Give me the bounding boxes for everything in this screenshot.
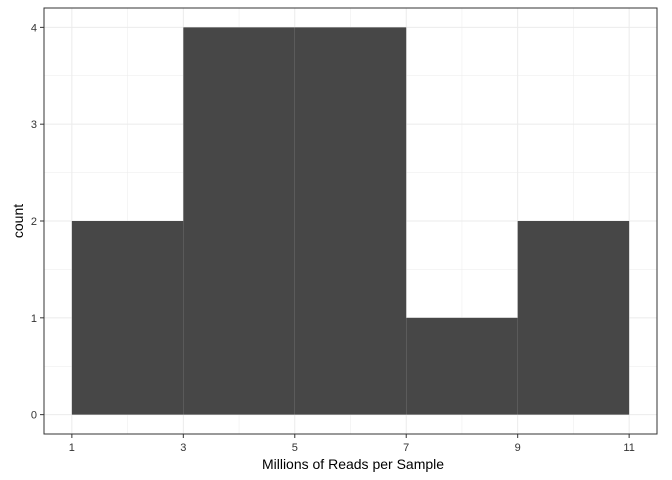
y-tick-label: 2 [31, 216, 37, 228]
x-tick-label: 1 [69, 442, 75, 454]
y-tick-label: 0 [31, 410, 37, 422]
histogram-bar-2 [183, 27, 295, 415]
histogram-bar-1 [71, 221, 184, 415]
x-tick-label: 11 [623, 442, 634, 454]
x-axis: 1 3 5 7 9 11 [69, 434, 635, 454]
x-tick-label: 3 [180, 442, 186, 454]
y-tick-label: 4 [31, 22, 37, 34]
y-axis: 0 1 2 3 4 [31, 22, 44, 422]
histogram-bar-3 [294, 27, 407, 415]
x-tick-label: 9 [515, 442, 521, 454]
y-tick-label: 1 [31, 313, 37, 325]
x-axis-title: Millions of Reads per Sample [262, 456, 444, 472]
y-axis-title: count [10, 204, 26, 238]
histogram-bar-5 [517, 221, 630, 415]
x-tick-label: 5 [292, 442, 298, 454]
histogram-bar-4 [406, 317, 518, 415]
histogram-bars [71, 27, 630, 415]
x-tick-label: 7 [403, 442, 409, 454]
y-tick-label: 3 [31, 119, 37, 131]
